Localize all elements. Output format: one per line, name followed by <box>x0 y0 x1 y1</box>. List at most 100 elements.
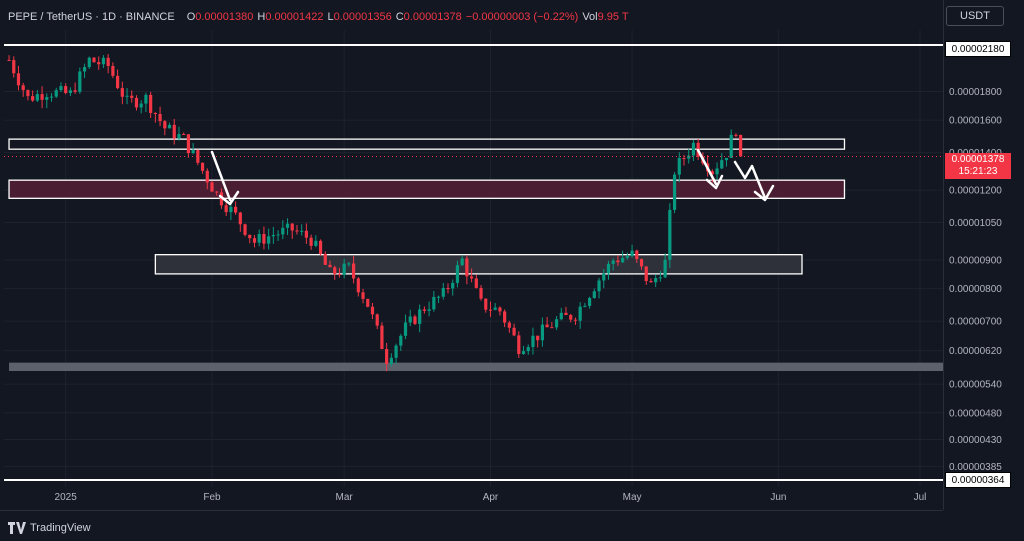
symbol-title[interactable]: PEPE / TetherUS · 1D · BINANCE <box>8 11 175 23</box>
candle-body[interactable] <box>186 134 190 154</box>
candle-body[interactable] <box>40 94 44 100</box>
candle-body[interactable] <box>720 160 724 169</box>
candle-body[interactable] <box>134 97 139 108</box>
candle-body[interactable] <box>49 96 54 98</box>
candle-body[interactable] <box>328 264 332 268</box>
candle-body[interactable] <box>144 94 148 104</box>
candle-body[interactable] <box>512 327 516 336</box>
candle-body[interactable] <box>300 230 304 232</box>
candle-body[interactable] <box>323 254 327 265</box>
candle-body[interactable] <box>691 142 696 156</box>
candle-body[interactable] <box>625 256 629 258</box>
candle-body[interactable] <box>479 287 483 299</box>
candle-body[interactable] <box>54 90 58 97</box>
candle-body[interactable] <box>111 66 115 76</box>
candle-body[interactable] <box>399 335 403 346</box>
candle-body[interactable] <box>196 150 200 163</box>
arrow-may-2-shaft[interactable] <box>733 160 767 200</box>
arrow-feb-head[interactable] <box>218 190 240 206</box>
candle-body[interactable] <box>31 96 35 101</box>
zone-rect-2[interactable] <box>154 254 803 275</box>
candle-body[interactable] <box>281 227 285 235</box>
candle-body[interactable] <box>120 88 124 97</box>
candle-body[interactable] <box>451 282 455 289</box>
candle-body[interactable] <box>611 260 615 264</box>
candle-body[interactable] <box>536 335 540 341</box>
candle-body[interactable] <box>710 171 714 175</box>
arrow-may-1-shaft[interactable] <box>696 148 718 186</box>
candle-body[interactable] <box>559 312 563 320</box>
candle-body[interactable] <box>59 86 63 91</box>
candle-body[interactable] <box>621 257 625 263</box>
candle-body[interactable] <box>271 235 275 237</box>
candle-body[interactable] <box>578 306 582 321</box>
candle-body[interactable] <box>503 311 507 323</box>
candle-body[interactable] <box>370 306 375 315</box>
candle-body[interactable] <box>252 238 257 243</box>
candle-body[interactable] <box>588 297 592 306</box>
candle-body[interactable] <box>564 312 568 316</box>
candle-body[interactable] <box>64 86 68 94</box>
candle-body[interactable] <box>205 170 209 183</box>
candle-body[interactable] <box>403 322 408 336</box>
candle-body[interactable] <box>87 57 91 68</box>
candle-body[interactable] <box>427 309 431 311</box>
candle-body[interactable] <box>432 296 436 310</box>
zone-rect-3[interactable] <box>9 362 944 372</box>
candle-body[interactable] <box>248 234 252 239</box>
candle-body[interactable] <box>687 155 691 159</box>
candle-body[interactable] <box>158 114 162 122</box>
candle-body[interactable] <box>597 280 601 292</box>
candle-body[interactable] <box>224 205 228 213</box>
candle-body[interactable] <box>139 103 143 108</box>
arrow-feb-shaft[interactable] <box>210 150 232 202</box>
candle-body[interactable] <box>677 158 681 175</box>
candle-body[interactable] <box>304 230 308 238</box>
candle-body[interactable] <box>569 315 573 320</box>
candle-body[interactable] <box>639 259 644 267</box>
candle-body[interactable] <box>668 209 672 260</box>
candle-body[interactable] <box>635 250 639 260</box>
candle-body[interactable] <box>408 316 412 323</box>
candle-body[interactable] <box>380 325 384 350</box>
zone-rect-0[interactable] <box>8 138 846 150</box>
candle-body[interactable] <box>739 134 743 157</box>
candle-body[interactable] <box>314 240 318 246</box>
candle-body[interactable] <box>234 206 238 213</box>
candle-body[interactable] <box>493 307 497 310</box>
candle-body[interactable] <box>356 278 360 293</box>
candle-body[interactable] <box>125 95 129 97</box>
candle-body[interactable] <box>243 224 247 235</box>
candle-body[interactable] <box>649 281 653 283</box>
candle-body[interactable] <box>262 234 266 244</box>
candle-body[interactable] <box>724 157 729 161</box>
candle-body[interactable] <box>545 324 549 328</box>
candle-body[interactable] <box>16 73 21 86</box>
candle-body[interactable] <box>352 263 356 279</box>
candle-body[interactable] <box>729 134 733 158</box>
candle-body[interactable] <box>616 260 620 263</box>
candle-body[interactable] <box>7 59 11 61</box>
candle-body[interactable] <box>644 266 648 282</box>
candle-body[interactable] <box>342 263 346 275</box>
currency-button[interactable]: USDT <box>946 6 1004 26</box>
candle-body[interactable] <box>436 296 441 298</box>
candle-body[interactable] <box>517 335 521 354</box>
candle-body[interactable] <box>606 263 611 274</box>
candle-body[interactable] <box>540 324 544 341</box>
candle-body[interactable] <box>229 206 233 213</box>
candle-body[interactable] <box>97 62 101 65</box>
candle-body[interactable] <box>200 162 205 171</box>
candle-body[interactable] <box>394 345 398 358</box>
candle-body[interactable] <box>422 309 426 311</box>
candle-body[interactable] <box>130 95 134 98</box>
candle-body[interactable] <box>290 223 294 231</box>
candle-body[interactable] <box>182 133 186 135</box>
candle-body[interactable] <box>35 94 39 101</box>
candle-body[interactable] <box>191 150 195 154</box>
candle-body[interactable] <box>167 124 172 129</box>
candle-body[interactable] <box>12 60 16 74</box>
candle-body[interactable] <box>257 234 261 243</box>
candle-body[interactable] <box>73 90 77 92</box>
